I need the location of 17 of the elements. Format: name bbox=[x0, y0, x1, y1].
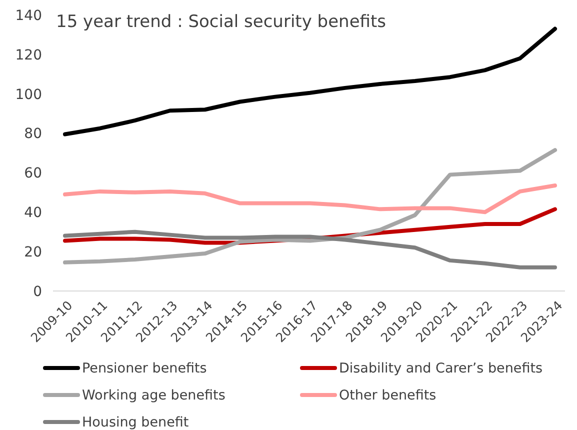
y-tick-label: 120 bbox=[15, 47, 42, 64]
y-tick-label: 20 bbox=[24, 244, 42, 260]
y-tick-label: 80 bbox=[24, 126, 42, 142]
y-tick-label: 140 bbox=[15, 8, 42, 24]
y-tick-label: 100 bbox=[15, 86, 42, 103]
line-series bbox=[63, 184, 557, 214]
chart-title: 15 year trend : Social security benefits bbox=[56, 12, 386, 32]
legend-label: Pensioner benefits bbox=[82, 360, 207, 377]
legend-label: Disability and Carer’s benefits bbox=[339, 360, 543, 377]
y-tick-label: 40 bbox=[24, 205, 42, 222]
y-tick-label: 0 bbox=[33, 284, 42, 300]
legend-label: Housing benefit bbox=[82, 414, 189, 430]
legend-label: Working age benefits bbox=[82, 388, 226, 404]
y-tick-label: 60 bbox=[24, 166, 42, 182]
line-series bbox=[63, 230, 557, 270]
legend-label: Other benefits bbox=[339, 388, 436, 404]
line-series bbox=[63, 148, 557, 264]
